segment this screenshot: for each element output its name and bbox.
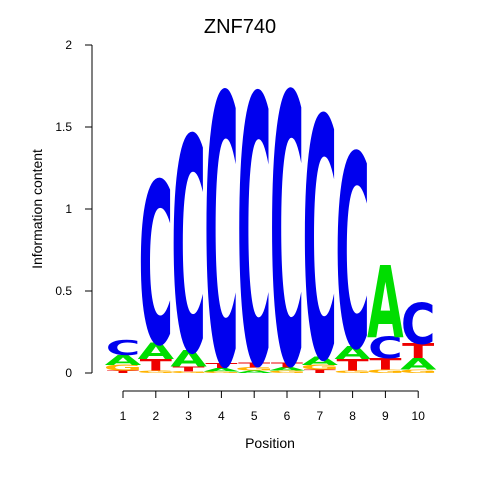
chart-title: ZNF740: [204, 16, 276, 38]
logo-letter-c: C: [106, 336, 141, 360]
logo-letter-t: T: [304, 369, 336, 374]
y-axis: 0 0.5 1 1.5 2: [55, 38, 93, 380]
logo-letter-t: T: [173, 365, 205, 373]
logo-letter-g: G: [202, 371, 241, 374]
logo-letter-a: A: [203, 367, 240, 372]
x-tick-label: 7: [316, 409, 323, 423]
x-tick-label: 8: [349, 409, 356, 423]
logo-letter-g: G: [399, 369, 438, 374]
logo-letter-c: C: [237, 20, 272, 449]
logo-letter-c: C: [368, 332, 403, 366]
logo-letter-g: G: [169, 371, 208, 374]
y-tick-label: 0.5: [55, 284, 72, 298]
logo-letter-g: G: [268, 370, 307, 374]
logo-letter-c: C: [303, 50, 338, 435]
x-axis-title: Position: [245, 435, 295, 451]
logo-letter-g: G: [333, 370, 372, 374]
logo-letter-t: T: [140, 356, 172, 374]
logo-letter-t: T: [337, 356, 369, 374]
logo-letter-a: A: [302, 355, 339, 368]
y-axis-title: Information content: [29, 149, 45, 269]
x-tick-label: 2: [152, 409, 159, 423]
logo-letter-c: C: [171, 76, 206, 420]
y-tick-label: 1: [65, 202, 72, 216]
logo-letter-c: C: [270, 20, 305, 451]
logo-letter-c: C: [139, 137, 174, 396]
logo-letter-g: G: [136, 370, 175, 374]
logo-letter-a: A: [105, 353, 142, 369]
logo-letter-t: T: [369, 355, 401, 373]
x-tick-label: 10: [412, 409, 426, 423]
logo-letter-c: C: [204, 21, 239, 452]
y-tick-label: 1.5: [55, 120, 72, 134]
logo-letter-t: T: [107, 370, 139, 374]
x-tick-label: 6: [284, 409, 291, 423]
logo-letter-c: C: [401, 293, 436, 358]
logo-letter-a: A: [269, 366, 306, 371]
logo-letter-a: A: [400, 355, 438, 373]
x-tick-label: 5: [251, 409, 258, 423]
logo-letter-g: G: [104, 363, 143, 372]
logo-letter-a: A: [334, 343, 371, 364]
logo-letter-a: A: [367, 246, 404, 361]
logo-letter-a: A: [138, 338, 175, 364]
logo-letter-g: G: [300, 364, 339, 372]
y-tick-label: 0: [65, 366, 72, 380]
logo-letter-t: T: [205, 362, 237, 370]
logo-letter-t: T: [402, 339, 434, 363]
x-axis: 1 2 3 4 5 6 7 8 9 10: [120, 390, 426, 423]
logo-letter-g: G: [235, 366, 274, 371]
logo-letter-a: A: [170, 346, 207, 372]
logo-letter-t: T: [271, 361, 303, 369]
logo-letter-t: T: [238, 361, 270, 369]
x-tick-label: 1: [120, 409, 127, 423]
x-tick-label: 3: [185, 409, 192, 423]
logo-letter-g: G: [366, 369, 405, 374]
logo-letter-c: C: [335, 99, 370, 408]
logo-letter-a: A: [236, 370, 273, 374]
y-tick-label: 2: [65, 38, 72, 52]
x-tick-label: 4: [218, 409, 225, 423]
x-tick-label: 9: [382, 409, 389, 423]
